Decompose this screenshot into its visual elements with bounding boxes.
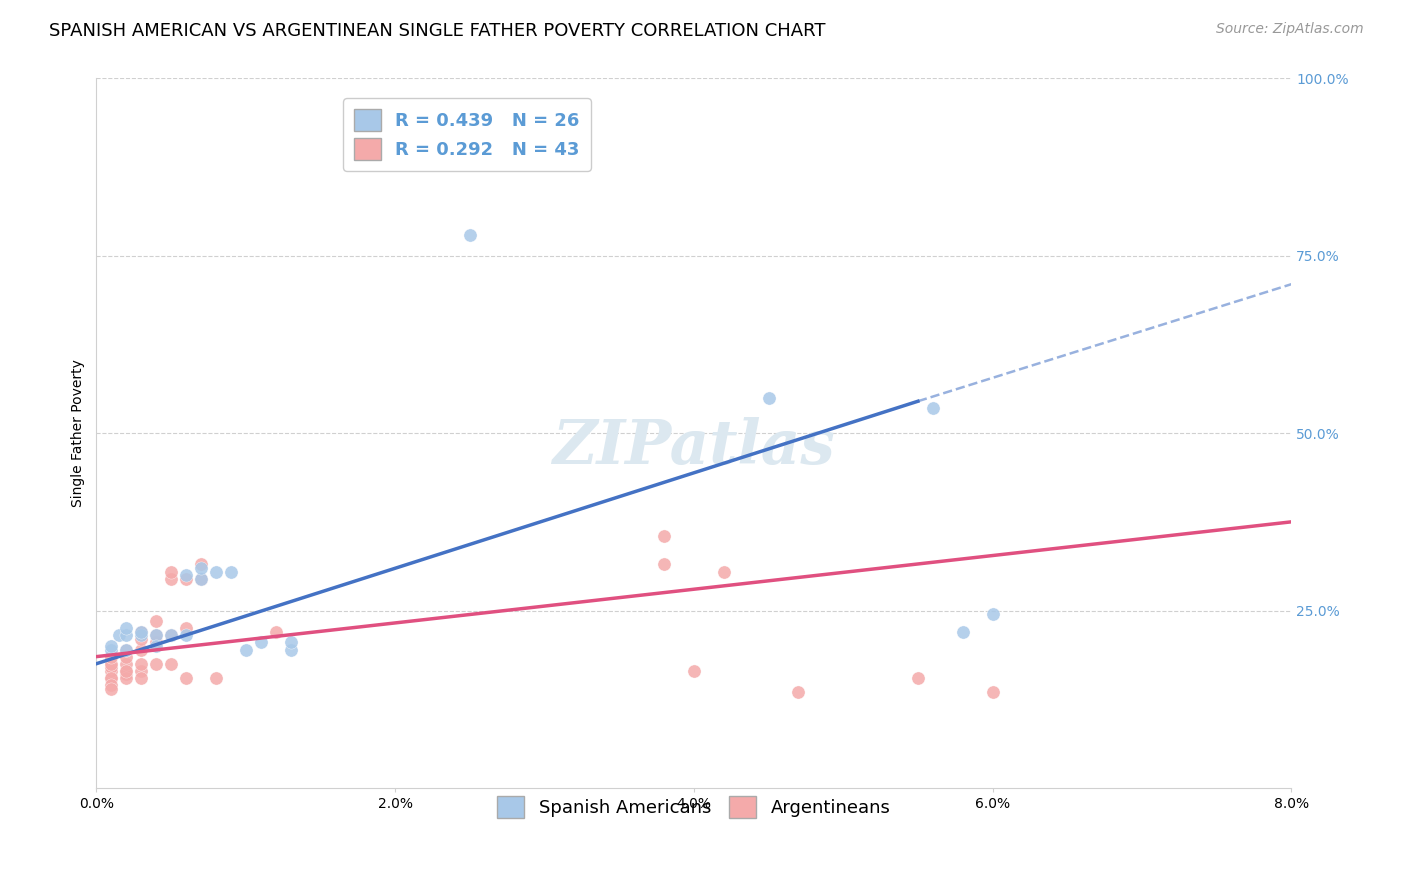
Point xyxy=(981,685,1004,699)
Point xyxy=(145,628,167,642)
Point xyxy=(100,657,122,671)
Point xyxy=(160,565,183,579)
Point xyxy=(115,671,138,685)
Point xyxy=(100,664,122,678)
Point xyxy=(145,635,167,649)
Point xyxy=(190,572,212,586)
Point xyxy=(921,401,943,416)
Point xyxy=(174,628,197,642)
Text: Source: ZipAtlas.com: Source: ZipAtlas.com xyxy=(1216,22,1364,37)
Point xyxy=(145,657,167,671)
Point xyxy=(249,635,271,649)
Point xyxy=(758,391,780,405)
Point xyxy=(952,624,974,639)
Point xyxy=(100,678,122,692)
Point xyxy=(129,632,152,646)
Y-axis label: Single Father Poverty: Single Father Poverty xyxy=(72,359,86,508)
Point xyxy=(100,649,122,664)
Point xyxy=(100,660,122,674)
Point xyxy=(458,227,481,242)
Point xyxy=(160,628,183,642)
Point xyxy=(115,642,138,657)
Point xyxy=(160,628,183,642)
Point xyxy=(174,671,197,685)
Point xyxy=(115,664,138,678)
Point xyxy=(190,572,212,586)
Point xyxy=(652,529,675,543)
Point xyxy=(264,624,287,639)
Point xyxy=(174,572,197,586)
Point xyxy=(115,664,138,678)
Point xyxy=(100,642,122,657)
Point xyxy=(160,572,183,586)
Point xyxy=(190,558,212,572)
Point xyxy=(115,657,138,671)
Point xyxy=(145,639,167,653)
Point xyxy=(100,681,122,696)
Point xyxy=(174,568,197,582)
Point xyxy=(100,639,122,653)
Point xyxy=(160,657,183,671)
Point xyxy=(145,614,167,628)
Point xyxy=(907,671,929,685)
Text: SPANISH AMERICAN VS ARGENTINEAN SINGLE FATHER POVERTY CORRELATION CHART: SPANISH AMERICAN VS ARGENTINEAN SINGLE F… xyxy=(49,22,825,40)
Point xyxy=(129,671,152,685)
Point xyxy=(190,561,212,575)
Point xyxy=(100,671,122,685)
Point xyxy=(129,628,152,642)
Point xyxy=(115,628,138,642)
Point xyxy=(115,667,138,681)
Point xyxy=(280,642,302,657)
Point xyxy=(115,642,138,657)
Point xyxy=(280,635,302,649)
Point xyxy=(219,565,242,579)
Point xyxy=(145,628,167,642)
Point xyxy=(682,664,704,678)
Point xyxy=(115,649,138,664)
Point xyxy=(235,642,257,657)
Legend: Spanish Americans, Argentineans: Spanish Americans, Argentineans xyxy=(489,789,898,825)
Point xyxy=(787,685,810,699)
Point xyxy=(713,565,735,579)
Point xyxy=(981,607,1004,621)
Point xyxy=(652,558,675,572)
Point xyxy=(205,671,228,685)
Point xyxy=(115,621,138,635)
Point xyxy=(107,628,129,642)
Point xyxy=(129,624,152,639)
Point xyxy=(129,624,152,639)
Point xyxy=(129,657,152,671)
Text: ZIPatlas: ZIPatlas xyxy=(553,417,835,477)
Point xyxy=(129,664,152,678)
Point xyxy=(100,671,122,685)
Point xyxy=(205,565,228,579)
Point xyxy=(129,642,152,657)
Point xyxy=(174,621,197,635)
